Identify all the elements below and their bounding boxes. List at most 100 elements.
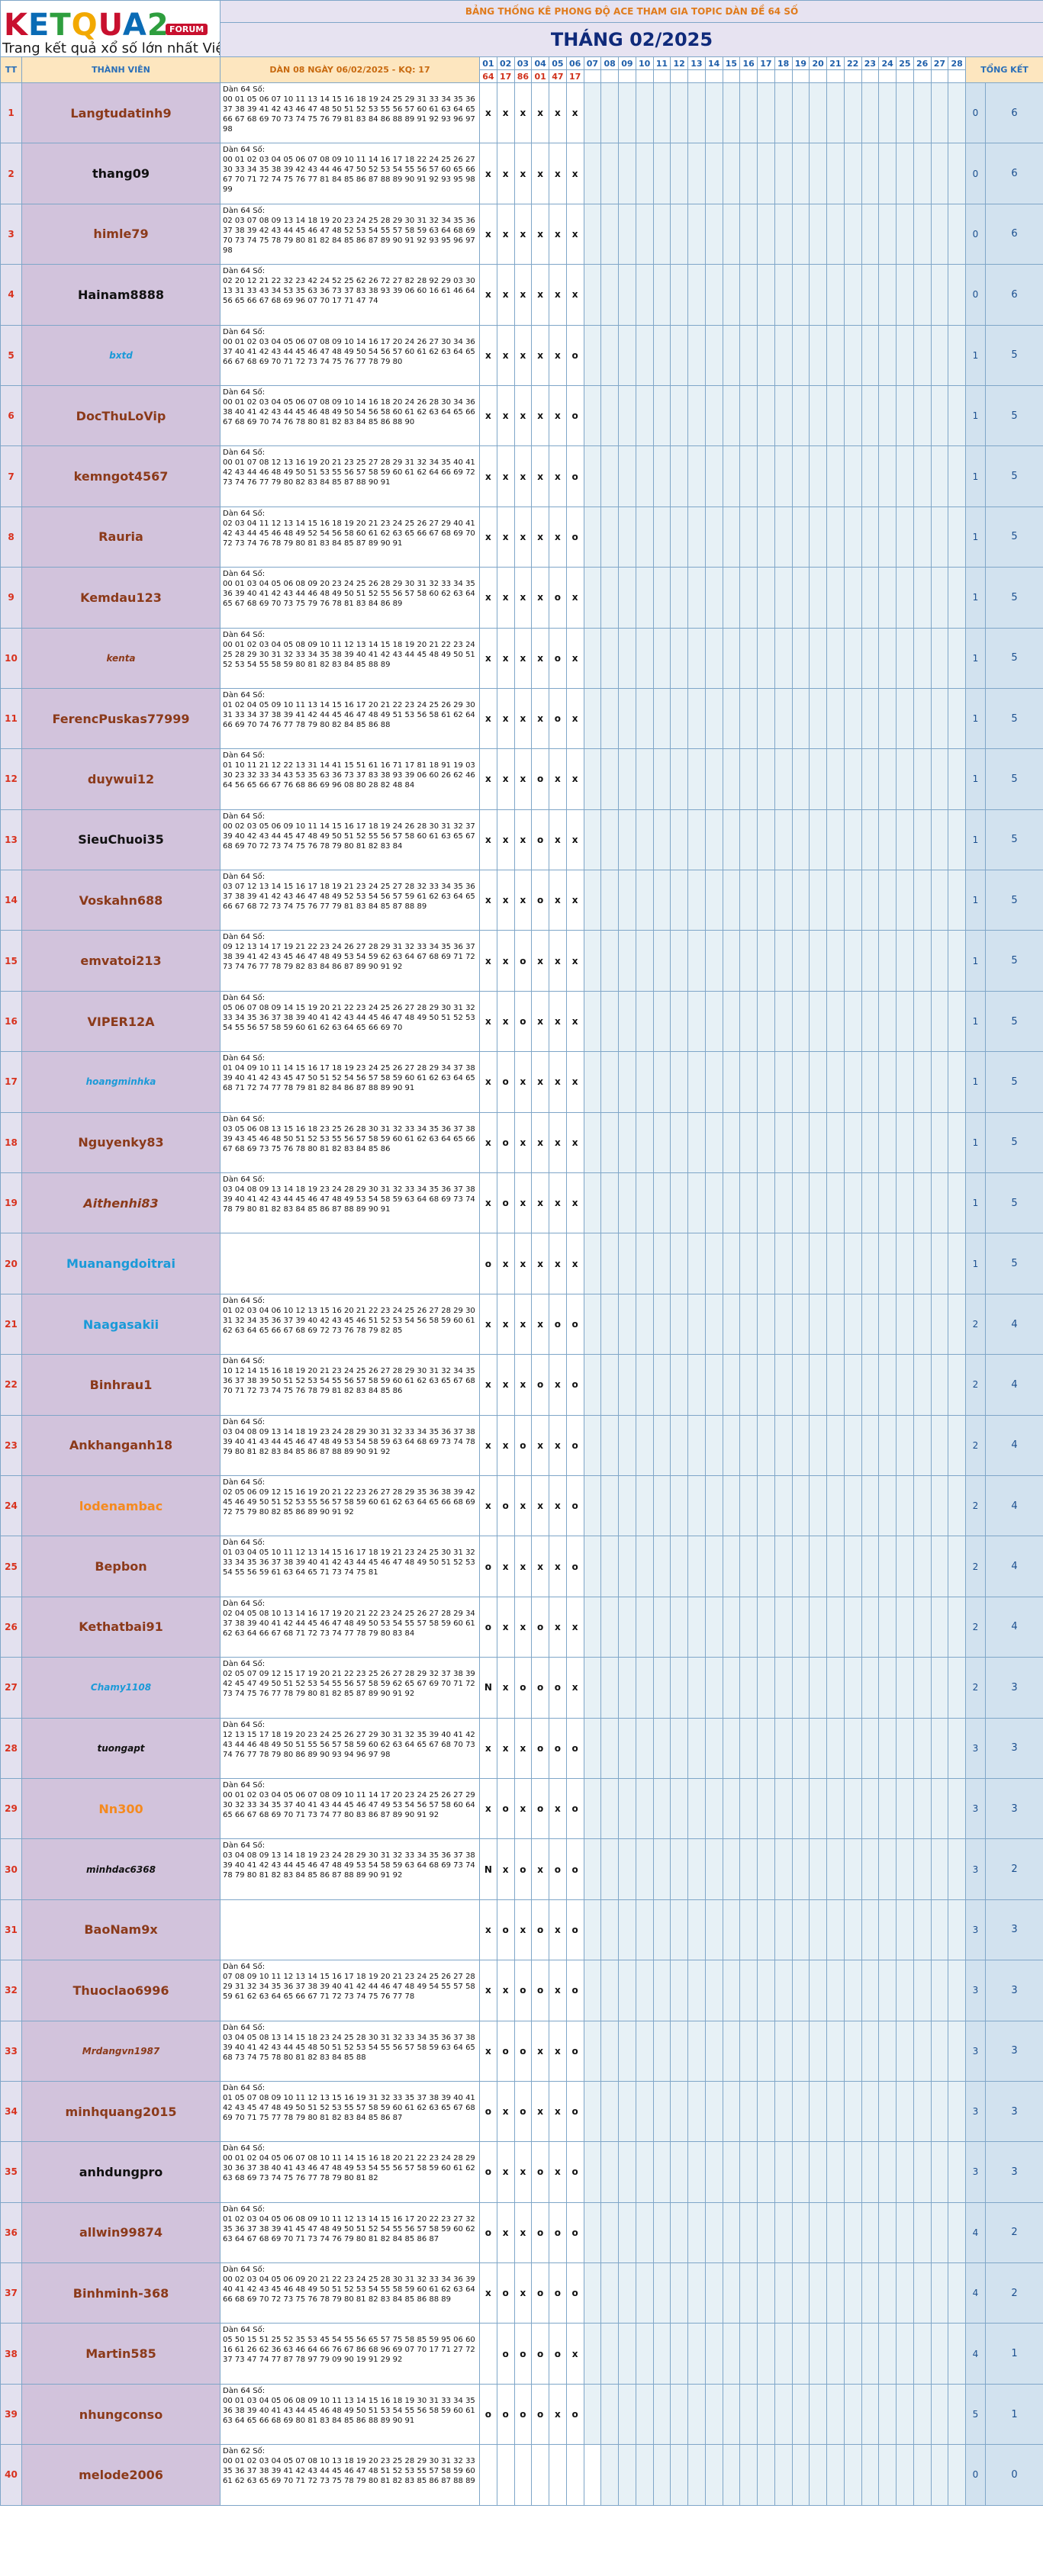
member-name[interactable]: Thuoclao6996 xyxy=(21,1960,221,2021)
day-mark: x xyxy=(479,324,497,386)
member-name[interactable]: Kemdau123 xyxy=(21,567,221,629)
member-name[interactable]: bxtd xyxy=(21,324,221,386)
day-mark xyxy=(600,1475,619,1537)
member-name[interactable]: Nguyenky83 xyxy=(21,1111,221,1174)
member-name[interactable]: DocThuLoVip xyxy=(21,384,221,447)
day-mark: x xyxy=(531,1111,549,1174)
day-mark xyxy=(670,143,688,204)
day-mark xyxy=(809,1111,827,1174)
miss-count: 0 xyxy=(965,264,986,326)
member-name[interactable]: VIPER12A xyxy=(21,990,221,1053)
day-mark: x xyxy=(549,1960,567,2021)
day-mark xyxy=(583,264,602,326)
member-name[interactable]: SieuChuoi35 xyxy=(21,809,221,871)
number-set-title: Dàn 64 Số: xyxy=(223,630,266,639)
member-name[interactable]: Rauria xyxy=(21,506,221,568)
day-mark: x xyxy=(531,203,549,265)
day-mark xyxy=(565,2444,584,2506)
day-mark: x xyxy=(565,748,584,810)
member-row: 39 nhungconso Dàn 64 Số: 00 01 03 04 05 06 … xyxy=(0,2383,1043,2446)
member-name[interactable]: duywui12 xyxy=(21,748,221,810)
day-mark xyxy=(722,2020,741,2082)
row-number: 32 xyxy=(0,1960,22,2021)
day-mark xyxy=(809,203,827,265)
member-name[interactable]: Bepbon xyxy=(21,1536,221,1597)
day-mark: x xyxy=(513,1899,533,1961)
day-mark xyxy=(809,1051,827,1113)
member-name[interactable]: Martin585 xyxy=(21,2323,221,2385)
member-name[interactable]: himle79 xyxy=(21,203,221,265)
member-name[interactable]: emvatoi213 xyxy=(21,930,221,992)
day-mark xyxy=(948,1657,966,1719)
member-name[interactable]: allwin99874 xyxy=(21,2201,221,2264)
member-row: 36 allwin99874 Dàn 64 Số: 01 02 03 04 05 06… xyxy=(0,2201,1043,2264)
day-mark xyxy=(583,567,602,629)
member-name[interactable]: BaoNam9x xyxy=(21,1899,221,1961)
hit-total: 6 xyxy=(985,143,1043,204)
member-name[interactable]: Naagasakii xyxy=(21,1293,221,1356)
member-name[interactable]: FerencPuskas77999 xyxy=(21,687,221,750)
number-set-title: Dàn 64 Số: xyxy=(223,2386,266,2395)
day-mark: x xyxy=(549,143,567,204)
member-name[interactable]: melode2006 xyxy=(21,2444,221,2506)
member-name[interactable]: Binhminh-368 xyxy=(21,2262,221,2324)
day-mark: o xyxy=(496,2020,515,2082)
member-name[interactable]: kemngot4567 xyxy=(21,445,221,507)
day-mark xyxy=(826,1657,845,1719)
day-mark xyxy=(826,1293,845,1356)
day-mark xyxy=(843,809,862,871)
day-mark xyxy=(913,82,932,144)
member-name[interactable]: Hainam8888 xyxy=(21,264,221,326)
member-name[interactable]: nhungconso xyxy=(21,2383,221,2446)
day-mark xyxy=(496,2444,515,2506)
day-mark xyxy=(930,445,949,507)
forum-logo[interactable]: KETQUA2 FORUM Trang kết quả xổ số lớn nh… xyxy=(0,0,221,57)
day-mark xyxy=(583,143,602,204)
day-mark xyxy=(757,1111,775,1174)
member-name[interactable]: Muanangdoitrai xyxy=(21,1233,221,1294)
member-name[interactable]: thang09 xyxy=(21,143,221,204)
day-mark xyxy=(930,1414,949,1476)
member-name[interactable]: hoangminhka xyxy=(21,1051,221,1113)
day-mark: x xyxy=(513,748,533,810)
day-mark xyxy=(861,2020,880,2082)
number-set-title: Dàn 64 Số: xyxy=(223,1841,266,1851)
day-mark xyxy=(652,2383,671,2446)
day-mark: o xyxy=(549,1838,567,1900)
member-name[interactable]: lodenambac xyxy=(21,1475,221,1537)
member-name[interactable]: kenta xyxy=(21,627,221,689)
day-mark xyxy=(861,264,880,326)
member-name[interactable]: minhdac6368 xyxy=(21,1838,221,1900)
day-mark xyxy=(896,1111,914,1174)
member-row: 9 Kemdau123 Dàn 64 Số: 00 01 03 04 05 06 08… xyxy=(0,567,1043,629)
day-mark: x xyxy=(565,143,584,204)
number-set: Dàn 64 Số: 03 04 05 08 13 14 15 18 23 24 … xyxy=(220,2020,480,2082)
day-mark xyxy=(687,1475,706,1537)
number-set: Dàn 64 Số: 10 12 14 15 16 18 19 20 21 23 … xyxy=(220,1354,480,1416)
day-mark xyxy=(600,1657,619,1719)
member-name[interactable]: minhquang2015 xyxy=(21,2080,221,2143)
day-mark xyxy=(652,1293,671,1356)
member-name[interactable]: Voskahn688 xyxy=(21,870,221,931)
member-name[interactable]: Aithenhi83 xyxy=(21,1172,221,1234)
member-name[interactable]: anhdungpro xyxy=(21,2141,221,2203)
day-mark xyxy=(896,2201,914,2264)
member-name[interactable]: Nn300 xyxy=(21,1777,221,1840)
day-mark: x xyxy=(479,1354,497,1416)
member-name[interactable]: Ankhanganh18 xyxy=(21,1414,221,1476)
row-number: 31 xyxy=(0,1899,22,1961)
member-name[interactable]: Kethatbai91 xyxy=(21,1596,221,1658)
day-mark xyxy=(739,1475,758,1537)
member-name[interactable]: Mrdangvn1987 xyxy=(21,2020,221,2082)
member-name[interactable]: Binhrau1 xyxy=(21,1354,221,1416)
day-mark xyxy=(843,687,862,750)
logo-slogan: Trang kết quả xổ số lớn nhất Việt Nam xyxy=(2,40,220,56)
day-mark xyxy=(652,1717,671,1779)
day-mark: x xyxy=(479,1111,497,1174)
member-name[interactable]: Chamy1108 xyxy=(21,1657,221,1719)
member-name[interactable]: Langtudatinh9 xyxy=(21,82,221,144)
day-mark xyxy=(913,748,932,810)
member-name[interactable]: tuongapt xyxy=(21,1717,221,1779)
day-mark xyxy=(826,2383,845,2446)
day-mark: x xyxy=(479,264,497,326)
